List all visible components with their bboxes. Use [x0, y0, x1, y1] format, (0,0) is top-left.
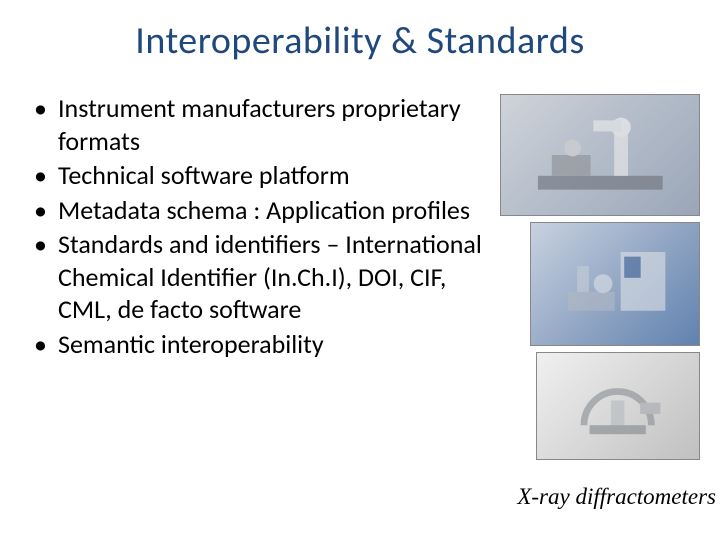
slide-title: Interoperability & Standards	[20, 18, 700, 64]
bullet-list: Instrument manufacturers proprietary for…	[20, 92, 498, 460]
goniometer-icon	[561, 369, 674, 443]
list-item: Standards and identifiers – Internationa…	[34, 228, 498, 326]
instrument-image-2	[530, 222, 700, 346]
list-item: Metadata schema : Application profiles	[34, 194, 498, 227]
list-item: Instrument manufacturers proprietary for…	[34, 92, 498, 157]
list-item: Semantic interoperability	[34, 328, 498, 361]
instrument-image-1	[500, 94, 700, 216]
instrument-image-3	[536, 352, 700, 460]
slide-body: Instrument manufacturers proprietary for…	[20, 92, 700, 460]
slide: Interoperability & Standards Instrument …	[0, 0, 720, 540]
list-item: Technical software platform	[34, 159, 498, 192]
image-caption: X-ray diffractometers	[517, 484, 716, 510]
bench-instrument-icon	[556, 241, 674, 326]
robot-arm-icon	[531, 113, 670, 197]
image-column	[498, 92, 700, 460]
